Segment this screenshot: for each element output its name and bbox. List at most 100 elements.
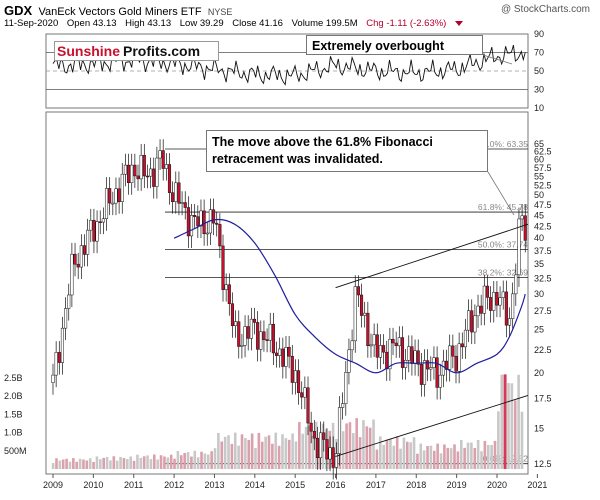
volume-bar bbox=[196, 457, 200, 469]
volume-bar bbox=[65, 458, 68, 469]
candle-body bbox=[407, 346, 411, 361]
candle-body bbox=[142, 154, 146, 177]
volume-bar bbox=[55, 458, 58, 469]
candle-body bbox=[92, 219, 96, 242]
volume-bar bbox=[99, 459, 102, 469]
quote-volume: Volume 199.5M bbox=[291, 18, 358, 29]
volume-bar bbox=[132, 460, 136, 469]
volume-bar bbox=[139, 457, 143, 469]
volume-bar bbox=[405, 441, 409, 469]
x-axis-year-label: 2009 bbox=[43, 480, 63, 490]
candle-body bbox=[240, 344, 244, 347]
candle-body bbox=[284, 347, 288, 367]
candle-body bbox=[196, 216, 200, 227]
price-tick-label: 35 bbox=[534, 259, 544, 269]
volume-bar bbox=[109, 460, 112, 469]
volume-bar bbox=[254, 447, 257, 469]
chart-header: GDX VanEck Vectors Gold Miners ETF NYSE … bbox=[0, 0, 600, 34]
price-tick-label: 52.5 bbox=[534, 180, 552, 190]
volume-bar bbox=[358, 437, 362, 469]
volume-bar bbox=[149, 459, 153, 469]
candle-body bbox=[328, 447, 332, 460]
fibonacci-label: 61.8%: 45.78 bbox=[478, 202, 528, 212]
rsi-tick-label: 70 bbox=[534, 48, 544, 58]
candle-body bbox=[353, 286, 357, 342]
volume-tick-label: 1.0B bbox=[4, 428, 23, 438]
candle-body bbox=[312, 430, 316, 439]
volume-bar bbox=[193, 450, 197, 469]
candle-body bbox=[315, 437, 320, 459]
candle-body bbox=[57, 352, 61, 363]
candle-body bbox=[139, 154, 143, 180]
x-axis-year-label: 2015 bbox=[285, 480, 305, 490]
security-name: VanEck Vectors Gold Miners ETF bbox=[38, 6, 202, 18]
volume-bar bbox=[173, 458, 176, 469]
volume-bar bbox=[115, 460, 119, 469]
candle-body bbox=[356, 286, 360, 296]
candle-body bbox=[111, 202, 115, 205]
candle-body bbox=[457, 343, 461, 372]
volume-bar bbox=[375, 449, 379, 469]
volume-bar bbox=[72, 458, 75, 469]
volume-bar bbox=[213, 448, 217, 469]
volume-bar bbox=[105, 457, 109, 469]
title-line: GDX VanEck Vectors Gold Miners ETF NYSE bbox=[4, 3, 232, 18]
ticker-symbol: GDX bbox=[4, 3, 33, 18]
candle-body bbox=[86, 229, 90, 255]
candle-body bbox=[416, 350, 420, 365]
candle-body bbox=[300, 392, 304, 398]
volume-bar bbox=[409, 442, 412, 469]
price-tick-label: 57.5 bbox=[534, 163, 552, 173]
quote-change: Chg -1.11 (-2.63%) bbox=[366, 18, 447, 29]
volume-bar bbox=[308, 425, 311, 469]
volume-bar bbox=[240, 434, 244, 469]
volume-bar bbox=[298, 422, 301, 469]
fibonacci-label: 50.0%: 37.74 bbox=[478, 240, 528, 250]
volume-bar bbox=[102, 457, 105, 469]
candle-body bbox=[388, 338, 392, 370]
volume-bar bbox=[223, 436, 227, 469]
volume-bar bbox=[341, 431, 345, 469]
volume-bar bbox=[122, 458, 126, 469]
volume-bar bbox=[490, 445, 493, 469]
volume-bar bbox=[274, 432, 278, 469]
candle-body bbox=[410, 346, 414, 364]
volume-bar bbox=[85, 460, 89, 469]
candle-body bbox=[498, 297, 502, 306]
volume-bar bbox=[119, 456, 122, 469]
price-tick-label: 37.5 bbox=[534, 246, 552, 256]
volume-bar bbox=[61, 459, 65, 469]
volume-bar bbox=[399, 448, 402, 469]
candle-body bbox=[246, 326, 250, 339]
price-tick-label: 27.5 bbox=[534, 306, 552, 316]
volume-bar bbox=[176, 451, 180, 469]
volume-bar bbox=[443, 444, 446, 469]
volume-bar bbox=[416, 453, 419, 469]
price-tick-label: 20 bbox=[534, 368, 544, 378]
candle-body bbox=[79, 245, 83, 268]
candle-body bbox=[372, 334, 376, 346]
logo-part-sunshine: Sunshine bbox=[57, 43, 121, 59]
candle-body bbox=[278, 348, 282, 356]
volume-bar bbox=[159, 455, 163, 469]
volume-bar bbox=[304, 426, 308, 469]
candle-body bbox=[54, 352, 58, 376]
candle-body bbox=[227, 284, 231, 304]
candle-body bbox=[359, 294, 364, 316]
volume-bar bbox=[507, 383, 510, 469]
candle-body bbox=[145, 175, 150, 178]
volume-bar bbox=[267, 435, 271, 469]
candle-body bbox=[366, 312, 370, 346]
candle-body bbox=[89, 219, 93, 231]
moving-average-line bbox=[173, 218, 526, 374]
quote-open: Open 43.13 bbox=[66, 18, 117, 29]
candle-body bbox=[224, 284, 228, 290]
volume-bar bbox=[446, 447, 450, 469]
candle-body bbox=[482, 285, 486, 314]
price-tick-label: 50 bbox=[534, 190, 544, 200]
candle-body bbox=[76, 263, 80, 268]
candle-body bbox=[460, 343, 464, 348]
candle-body bbox=[517, 218, 521, 276]
volume-bar bbox=[68, 461, 72, 469]
